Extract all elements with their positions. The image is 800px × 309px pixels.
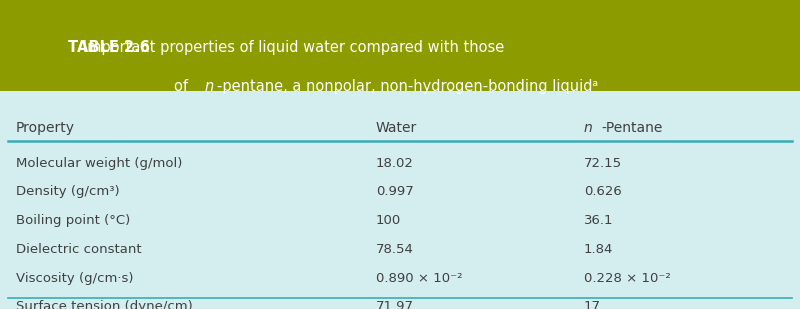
Text: n: n [584, 121, 593, 135]
Text: of: of [174, 79, 193, 94]
Text: 36.1: 36.1 [584, 214, 614, 227]
Text: TABLE 2.6: TABLE 2.6 [68, 40, 150, 55]
Text: Dielectric constant: Dielectric constant [16, 243, 142, 256]
Text: Surface tension (dyne/cm): Surface tension (dyne/cm) [16, 300, 193, 309]
Text: Viscosity (g/cm·s): Viscosity (g/cm·s) [16, 272, 134, 285]
Text: 18.02: 18.02 [376, 157, 414, 170]
Text: Molecular weight (g/mol): Molecular weight (g/mol) [16, 157, 182, 170]
Text: Boiling point (°C): Boiling point (°C) [16, 214, 130, 227]
Text: Property: Property [16, 121, 75, 135]
Text: 78.54: 78.54 [376, 243, 414, 256]
Text: Water: Water [376, 121, 418, 135]
Text: 1.84: 1.84 [584, 243, 614, 256]
FancyBboxPatch shape [0, 0, 800, 91]
Text: n: n [205, 79, 214, 94]
Text: 0.997: 0.997 [376, 185, 414, 198]
Text: 0.890 × 10⁻²: 0.890 × 10⁻² [376, 272, 462, 285]
Text: Density (g/cm³): Density (g/cm³) [16, 185, 120, 198]
Text: 17: 17 [584, 300, 601, 309]
Text: 0.626: 0.626 [584, 185, 622, 198]
Text: 72.15: 72.15 [584, 157, 622, 170]
Text: Important properties of liquid water compared with those: Important properties of liquid water com… [69, 40, 504, 55]
Text: 0.228 × 10⁻²: 0.228 × 10⁻² [584, 272, 670, 285]
Text: 71.97: 71.97 [376, 300, 414, 309]
Text: -Pentane: -Pentane [602, 121, 663, 135]
Text: -pentane, a nonpolar, non-hydrogen-bonding liquidᵃ: -pentane, a nonpolar, non-hydrogen-bondi… [217, 79, 598, 94]
Text: 100: 100 [376, 214, 402, 227]
